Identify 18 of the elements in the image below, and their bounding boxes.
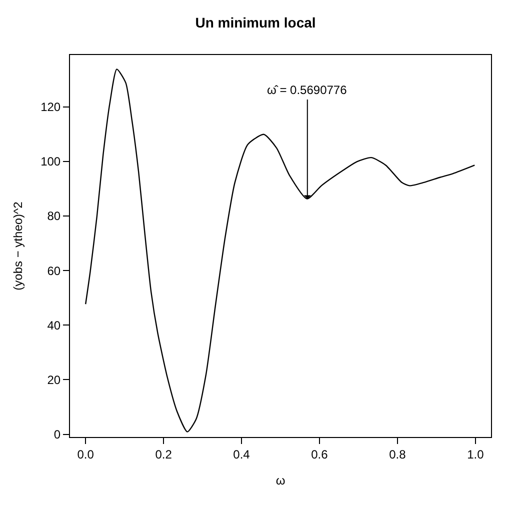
- y-tick-label: 20: [47, 372, 61, 387]
- x-tick-label: 0.6: [311, 447, 328, 462]
- chart-title: Un minimum local: [195, 14, 316, 31]
- y-tick-label: 120: [40, 100, 61, 114]
- y-axis-title: (yobs − ytheo)^2: [10, 201, 25, 290]
- annotation: ω̂ = 0.5690776: [267, 83, 348, 97]
- x-tick-label: 0.8: [389, 447, 406, 462]
- x-axis-title: ω: [276, 473, 286, 488]
- x-tick-label: 0.0: [77, 447, 94, 462]
- y-tick-label: 40: [47, 318, 61, 332]
- y-tick-label: 0: [54, 427, 61, 442]
- y-tick-label: 80: [47, 209, 61, 224]
- x-tick-label: 1.0: [467, 447, 484, 462]
- y-tick-label: 100: [40, 154, 61, 169]
- x-tick-label: 0.2: [155, 447, 172, 462]
- y-tick-label: 60: [47, 264, 61, 278]
- line-series: [84, 68, 476, 432]
- x-tick-label: 0.4: [233, 447, 250, 462]
